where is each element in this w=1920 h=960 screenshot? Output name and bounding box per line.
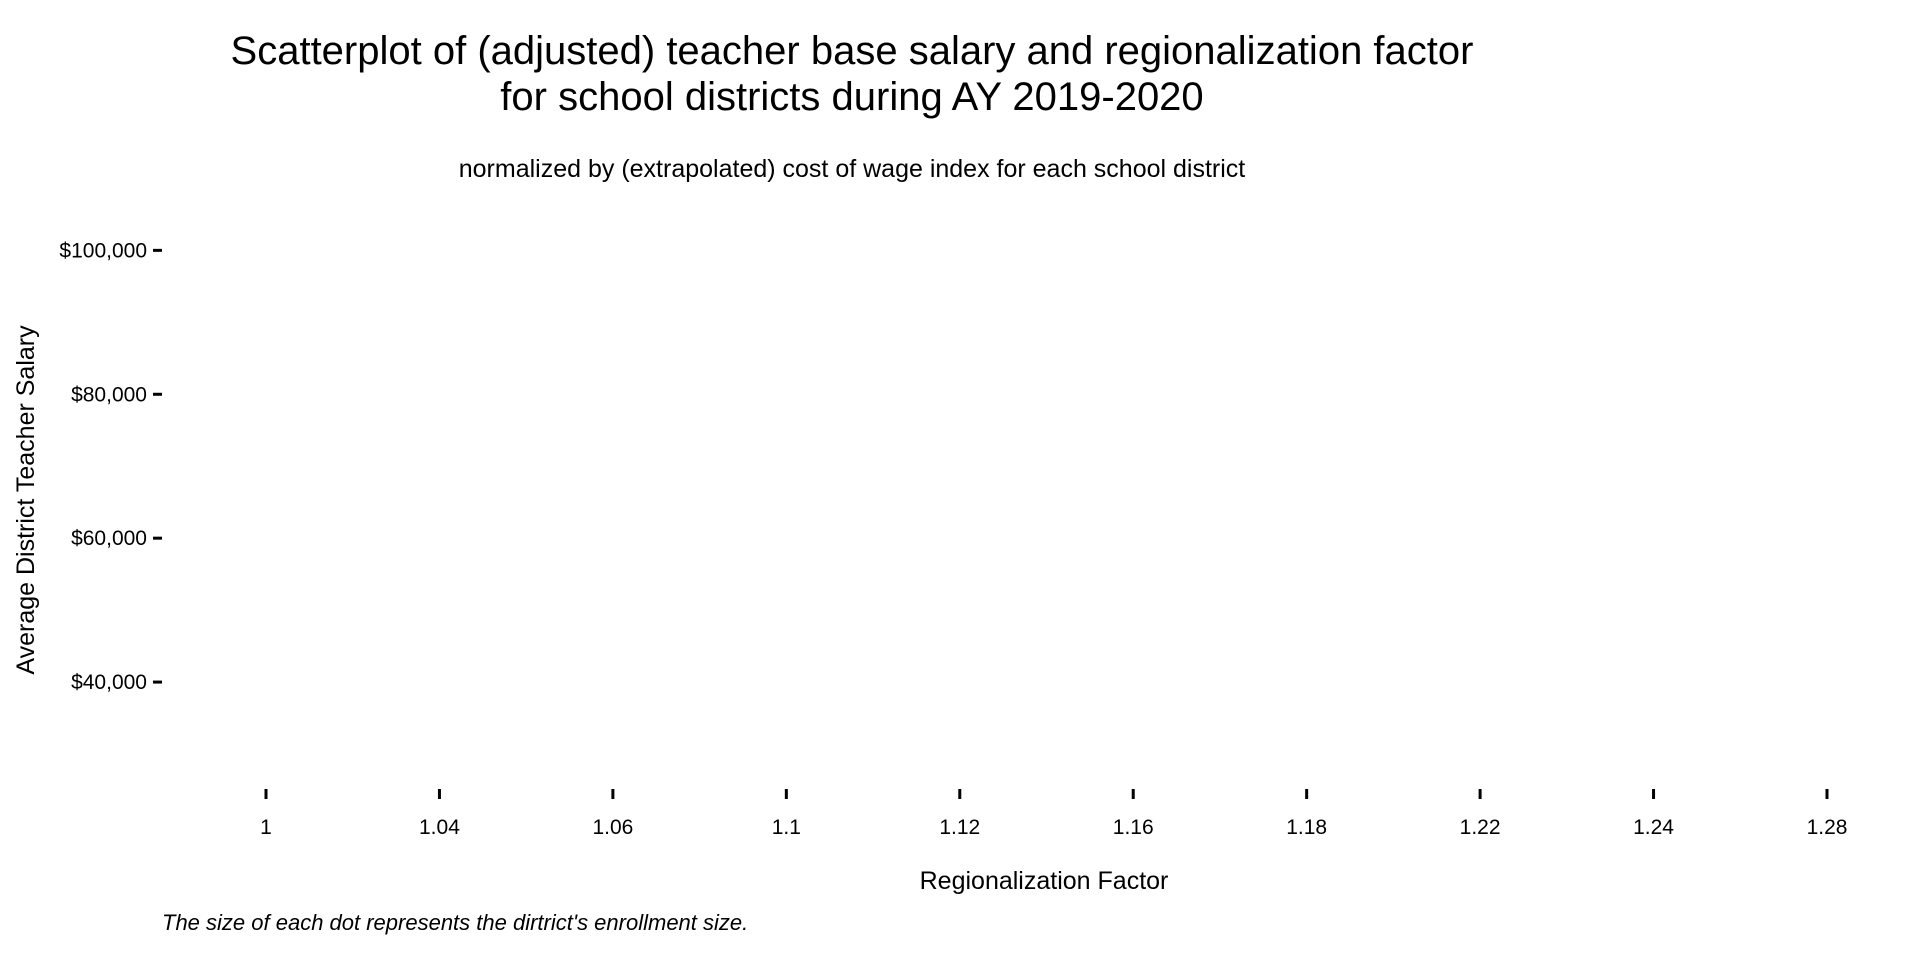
chart-subtitle: normalized by (extrapolated) cost of wag… xyxy=(459,155,1246,183)
x-tick-label: 1.06 xyxy=(592,816,633,839)
chart-title-line-1: Scatterplot of (adjusted) teacher base s… xyxy=(231,29,1474,73)
chart-title: Scatterplot of (adjusted) teacher base s… xyxy=(231,29,1474,119)
y-axis: $100,000 $80,000 $60,000 $40,000 xyxy=(59,239,162,694)
y-tick-label: $80,000 xyxy=(71,383,147,406)
x-tick-label: 1.28 xyxy=(1807,816,1848,839)
chart-caption: The size of each dot represents the dirt… xyxy=(162,910,748,935)
y-tick-label: $40,000 xyxy=(71,671,147,694)
x-tick-label: 1.04 xyxy=(419,816,460,839)
y-axis-title: Average District Teacher Salary xyxy=(12,325,40,675)
x-axis: 1 1.04 1.06 1.1 1.12 1.16 1.18 1.22 1.24 1.28 xyxy=(260,789,1847,839)
x-axis-title: Regionalization Factor xyxy=(920,867,1169,895)
x-tick-label: 1.12 xyxy=(939,816,980,839)
x-tick-label: 1.1 xyxy=(772,816,801,839)
y-tick-label: $60,000 xyxy=(71,527,147,550)
x-tick-label: 1.22 xyxy=(1460,816,1501,839)
x-tick-label: 1.18 xyxy=(1286,816,1327,839)
y-tick-label: $100,000 xyxy=(59,239,147,262)
x-tick-label: 1.24 xyxy=(1633,816,1674,839)
x-tick-label: 1 xyxy=(260,816,272,839)
x-tick-label: 1.16 xyxy=(1113,816,1154,839)
chart-title-line-2: for school districts during AY 2019-2020 xyxy=(500,75,1203,119)
